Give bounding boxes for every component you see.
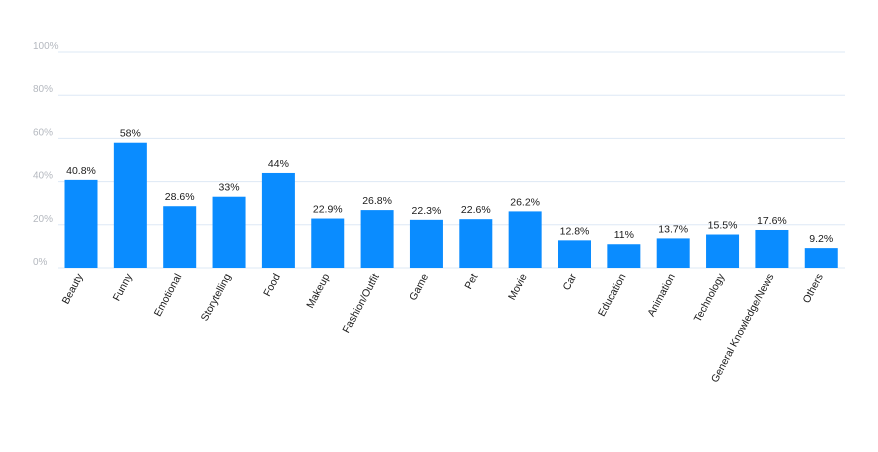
x-tick-label: Technology <box>692 271 728 324</box>
y-tick-label: 100% <box>33 41 59 52</box>
bar <box>163 206 197 268</box>
data-label: 33% <box>219 182 240 194</box>
bar <box>755 229 789 268</box>
data-label: 44% <box>268 158 289 170</box>
x-tick-label: Storytelling <box>199 272 234 324</box>
x-tick-label: Movie <box>506 272 530 303</box>
x-axis-ticks: Beauty Funny Emotional Storytelling Food Make… <box>60 271 826 384</box>
data-label: 22.9% <box>313 204 343 216</box>
y-axis-ticks: 0% 20% 40% 60% 80% 100% <box>33 41 59 268</box>
bar <box>459 219 493 268</box>
data-label: 11% <box>614 229 634 241</box>
data-label: 12.8% <box>560 225 590 237</box>
x-tick-label: Food <box>261 272 283 299</box>
bar <box>804 248 838 268</box>
bar <box>360 210 394 268</box>
x-tick-label: Animation <box>645 272 678 319</box>
y-tick-label: 60% <box>33 127 53 138</box>
bar <box>508 211 542 268</box>
bar <box>607 244 641 268</box>
bar <box>656 238 690 268</box>
bar <box>261 172 295 268</box>
data-label: 22.3% <box>412 205 442 217</box>
data-labels: 40.8% 58% 28.6% 33% 44% 22.9% 26.8% 22.3% 22.6% 2… <box>66 128 833 245</box>
data-label: 26.2% <box>510 196 540 208</box>
x-tick-label: Beauty <box>60 271 86 306</box>
x-tick-label: Others <box>801 272 826 305</box>
x-tick-label: Game <box>407 272 431 303</box>
bar <box>113 142 147 268</box>
data-label: 58% <box>120 128 141 140</box>
x-tick-label: Emotional <box>152 272 185 319</box>
x-tick-label: Funny <box>111 271 136 303</box>
bar <box>409 219 443 268</box>
bar <box>64 179 98 268</box>
data-label: 40.8% <box>66 165 96 177</box>
y-tick-label: 80% <box>33 84 53 95</box>
y-tick-label: 20% <box>33 214 53 225</box>
y-tick-label: 0% <box>33 257 48 268</box>
bar <box>558 240 591 268</box>
bar <box>311 218 345 268</box>
data-label: 26.8% <box>362 195 392 207</box>
bars <box>64 142 838 268</box>
x-tick-label: Pet <box>462 272 480 292</box>
x-tick-label: Car <box>561 271 580 292</box>
data-label: 22.6% <box>461 204 491 216</box>
x-tick-label: Education <box>596 272 629 319</box>
data-label: 28.6% <box>165 191 195 203</box>
data-label: 9.2% <box>809 233 833 245</box>
data-label: 15.5% <box>708 220 738 232</box>
x-tick-label: Makeup <box>304 272 332 311</box>
bar <box>212 196 246 268</box>
data-label: 13.7% <box>658 223 688 235</box>
y-tick-label: 40% <box>33 171 53 182</box>
bar <box>706 234 740 268</box>
x-tick-label: Fashion/Outfit <box>340 272 381 335</box>
data-label: 17.6% <box>757 215 787 227</box>
